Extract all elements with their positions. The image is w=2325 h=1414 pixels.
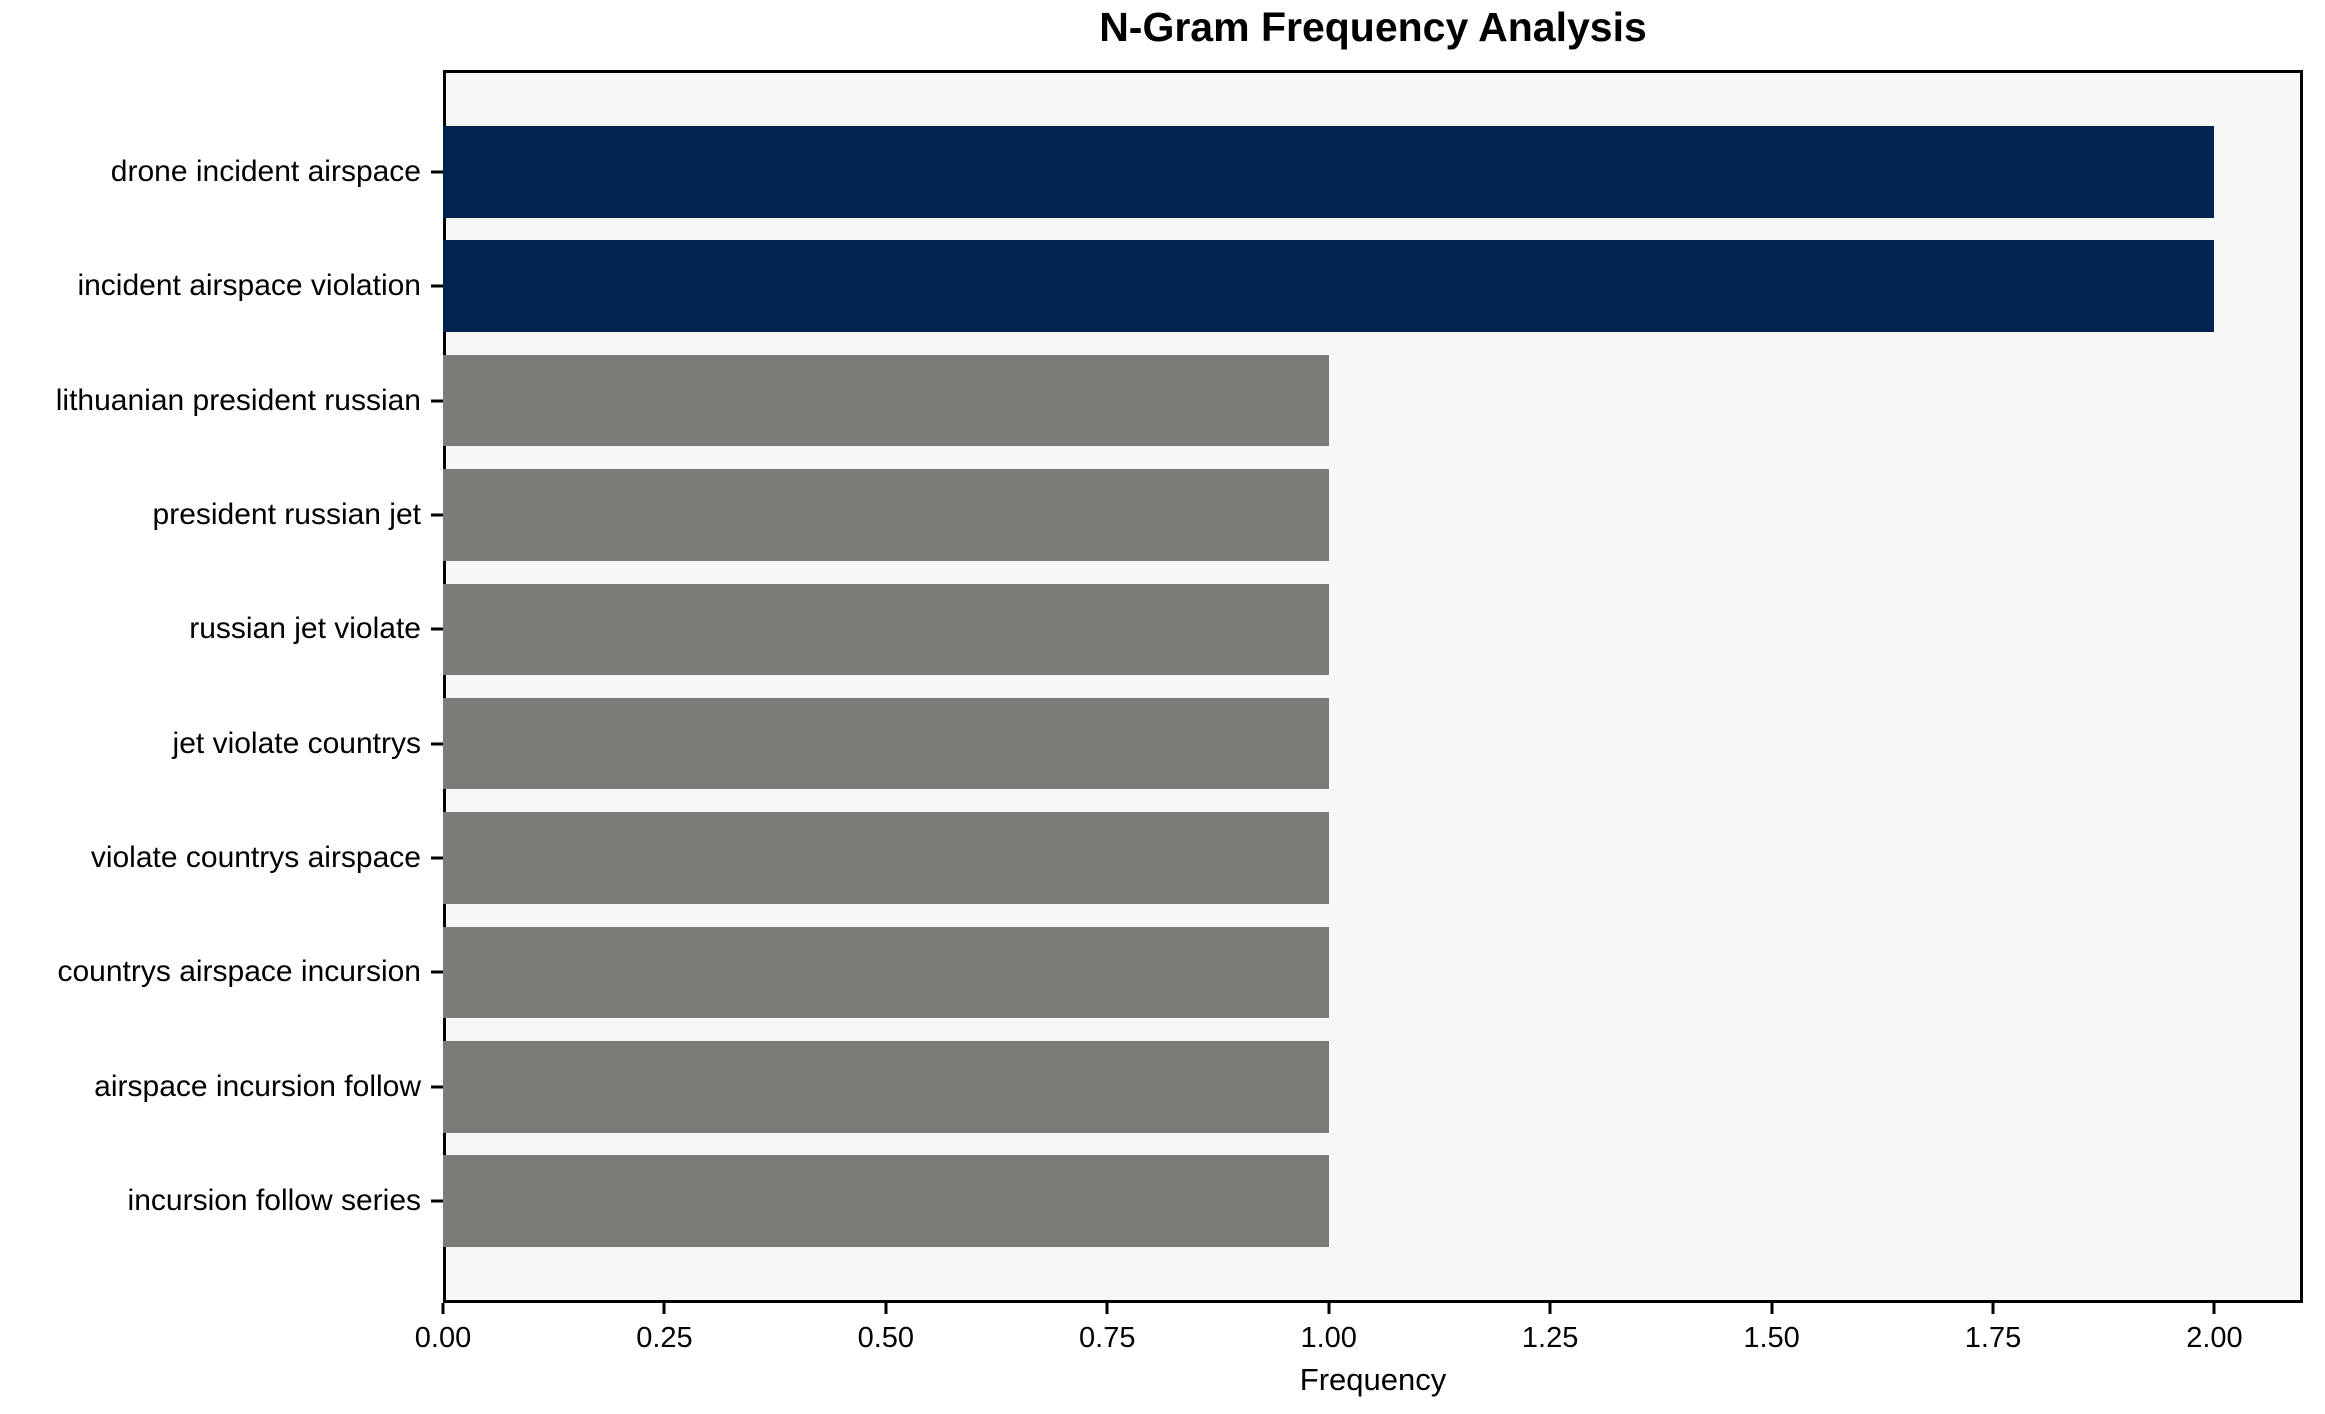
x-axis-tick-label-0.00: 0.00: [414, 1322, 472, 1354]
x-axis-tick-mark: [1548, 1303, 1552, 1314]
y-axis-tick-mark: [431, 399, 443, 403]
y-axis-tick-label-countrys-airspace-incursion: countrys airspace incursion: [57, 955, 421, 989]
y-axis-tick-mark: [431, 856, 443, 860]
y-axis-tick-label-russian-jet-violate: russian jet violate: [189, 612, 421, 646]
chart-title: N-Gram Frequency Analysis: [1099, 4, 1647, 50]
bar-drone-incident-airspace: [443, 126, 2215, 218]
x-axis-tick-mark: [1991, 1303, 1995, 1314]
bar-incident-airspace-violation: [443, 240, 2215, 332]
y-axis-tick-label-president-russian-jet: president russian jet: [152, 497, 421, 531]
y-axis-tick-label-drone-incident-airspace: drone incident airspace: [110, 154, 421, 188]
y-axis-tick-label-lithuanian-president-russian: lithuanian president russian: [55, 383, 421, 417]
y-axis-tick-mark: [431, 1199, 443, 1203]
x-axis-tick-label-1.75: 1.75: [1964, 1322, 2022, 1354]
bar-countrys-airspace-incursion: [443, 926, 1329, 1019]
x-axis-tick-mark: [662, 1303, 666, 1314]
y-axis-tick-mark: [431, 627, 443, 631]
x-axis-tick-label-1.25: 1.25: [1521, 1322, 1579, 1354]
x-axis-tick-label-0.50: 0.50: [857, 1322, 915, 1354]
bar-incursion-follow-series: [443, 1155, 1329, 1247]
y-axis-tick-mark: [431, 970, 443, 974]
bar-jet-violate-countrys: [443, 697, 1329, 790]
x-axis-tick-label-0.25: 0.25: [636, 1322, 693, 1354]
y-axis-tick-label-incursion-follow-series: incursion follow series: [127, 1184, 421, 1218]
bar-airspace-incursion-follow: [443, 1041, 1329, 1133]
x-axis-tick-mark: [1327, 1303, 1331, 1314]
bar-lithuanian-president-russian: [443, 354, 1329, 447]
y-axis-tick-mark: [431, 513, 443, 517]
x-axis-tick-mark: [1770, 1303, 1774, 1314]
x-axis-label: Frequency: [1299, 1362, 1447, 1397]
x-axis-tick-label-1.50: 1.50: [1743, 1322, 1800, 1354]
bar-violate-countrys-airspace: [443, 812, 1329, 904]
y-axis-tick-mark: [431, 284, 443, 288]
y-axis-tick-label-incident-airspace-violation: incident airspace violation: [77, 269, 421, 303]
bar-president-russian-jet: [443, 469, 1329, 561]
x-axis-tick-label-1.00: 1.00: [1300, 1322, 1357, 1354]
x-axis-tick-mark: [2212, 1303, 2216, 1314]
y-axis-tick-label-jet-violate-countrys: jet violate countrys: [172, 726, 421, 760]
x-axis-tick-mark: [441, 1303, 445, 1314]
bar-russian-jet-violate: [443, 583, 1329, 676]
x-axis-tick-mark: [1105, 1303, 1109, 1314]
x-axis-tick-mark: [884, 1303, 888, 1314]
x-axis-tick-label-0.75: 0.75: [1079, 1322, 1136, 1354]
y-axis-tick-mark: [431, 170, 443, 174]
y-axis-tick-label-airspace-incursion-follow: airspace incursion follow: [94, 1069, 421, 1103]
x-axis-tick-label-2.00: 2.00: [2186, 1322, 2243, 1354]
y-axis-tick-mark: [431, 742, 443, 746]
y-axis-tick-mark: [431, 1085, 443, 1089]
y-axis-tick-label-violate-countrys-airspace: violate countrys airspace: [90, 841, 421, 875]
